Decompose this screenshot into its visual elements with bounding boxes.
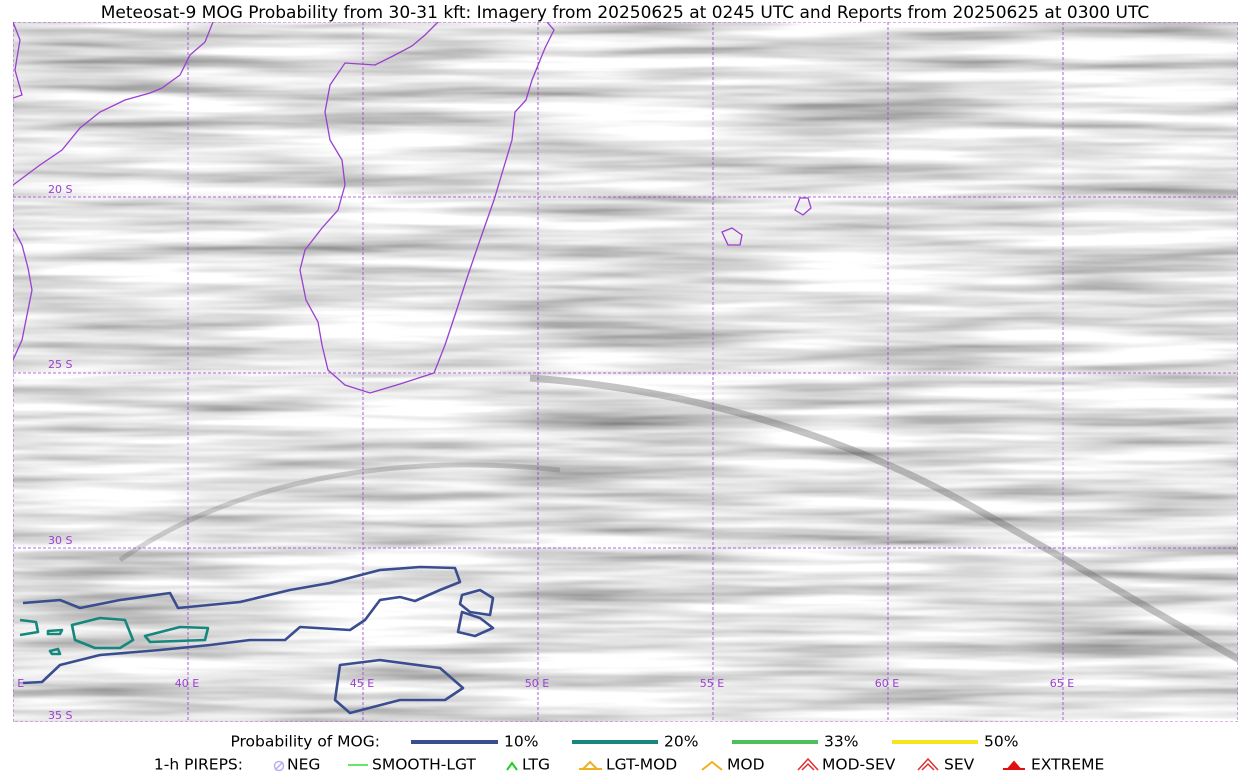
icon-neg — [273, 760, 285, 772]
lon-label: 45 E — [350, 677, 374, 690]
map: 20 S 25 S 30 S 35 S 35 E 40 E 45 E 50 E … — [0, 22, 1238, 722]
coastline — [13, 22, 23, 99]
coastlines — [13, 22, 812, 394]
coastline — [299, 22, 555, 394]
icon-neg — [274, 761, 284, 771]
lon-label: 50 E — [525, 677, 549, 690]
legend-title: 1-h PIREPS: — [154, 756, 243, 774]
legend-label: NEG — [287, 756, 320, 774]
icon-sev — [917, 757, 939, 771]
contour-10 — [22, 565, 462, 685]
icon-mod — [701, 760, 723, 771]
legend-pireps: 1-h PIREPS: NEG SMOOTH-LGT LTG LGT-MOD M… — [154, 756, 1104, 774]
dry-band — [118, 462, 561, 563]
icon-ltg — [506, 761, 518, 771]
legend-label: 33% — [824, 733, 858, 751]
longitude-labels: 35 E 40 E 45 E 50 E 55 E 60 E 65 E — [0, 677, 1074, 690]
lon-label: 55 E — [700, 677, 724, 690]
contour-20 — [48, 647, 62, 656]
contour-20 — [70, 616, 135, 650]
legend-label: 50% — [984, 733, 1018, 751]
legend-label: MOD-SEV — [822, 756, 896, 774]
legend-label: MOD — [727, 756, 765, 774]
legend-label: SEV — [944, 756, 975, 774]
lon-label: 60 E — [875, 677, 899, 690]
legend-label: LGT-MOD — [606, 756, 677, 774]
dry-band — [529, 374, 1238, 663]
icon-extreme — [1003, 760, 1025, 770]
contour-10 — [333, 658, 465, 715]
legend-label: LTG — [522, 756, 550, 774]
lon-label: 40 E — [175, 677, 199, 690]
contour-20 — [46, 628, 64, 636]
lat-label: 20 S — [48, 183, 72, 196]
contour-20 — [19, 618, 40, 637]
island — [794, 197, 812, 216]
coastline — [13, 227, 33, 361]
legend-label: 20% — [664, 733, 698, 751]
icon-lgt-mod — [579, 760, 602, 770]
contour-20 — [143, 625, 210, 644]
lon-label: 65 E — [1050, 677, 1074, 690]
lat-label: 30 S — [48, 534, 72, 547]
legend-probability: Probability of MOG: 10% 20% 33% 50% — [230, 733, 1018, 751]
probability-contours — [19, 565, 495, 715]
lat-label: 25 S — [48, 358, 72, 371]
island — [721, 227, 743, 246]
icon-mod-sev — [797, 757, 819, 771]
title: Meteosat-9 MOG Probability from 30-31 kf… — [101, 3, 1150, 23]
lat-label: 35 S — [48, 709, 72, 722]
contour-10 — [456, 610, 495, 638]
legend-label: EXTREME — [1031, 756, 1104, 774]
legend-label: SMOOTH-LGT — [372, 756, 476, 774]
moist-band — [19, 369, 501, 380]
graticule — [13, 22, 1238, 722]
lon-label: 35 E — [0, 677, 24, 690]
legend-label: 10% — [504, 733, 538, 751]
latitude-labels: 20 S 25 S 30 S 35 S — [48, 183, 72, 722]
legend-title: Probability of MOG: — [230, 733, 380, 751]
coastline — [13, 22, 214, 186]
contour-10 — [458, 588, 495, 617]
